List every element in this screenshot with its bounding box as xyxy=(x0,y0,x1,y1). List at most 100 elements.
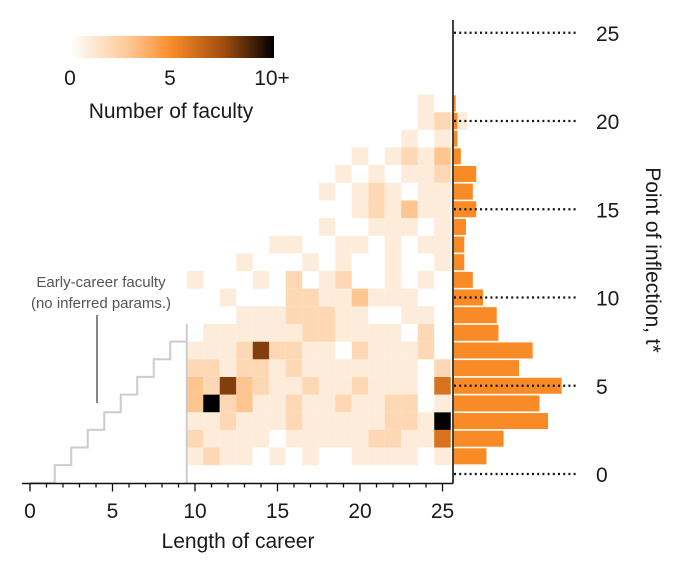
y-axis-ticks: 0 5 10 15 20 25 xyxy=(596,23,619,487)
marginal-bar xyxy=(454,165,477,182)
heatmap-cell xyxy=(335,394,352,413)
heatmap-cell xyxy=(186,429,204,448)
heatmap-cell xyxy=(384,200,402,219)
marginal-bar xyxy=(454,130,458,147)
heatmap-cell xyxy=(203,376,220,395)
marginal-bar xyxy=(454,289,484,306)
heatmap-cell xyxy=(236,306,253,324)
y-tick-label: 20 xyxy=(596,111,619,134)
heatmap-cell xyxy=(368,182,385,201)
heatmap-cell xyxy=(236,359,253,377)
heatmap-cell xyxy=(203,323,220,342)
heatmap-cell xyxy=(302,341,319,360)
axes xyxy=(22,20,454,485)
heatmap-cell xyxy=(203,447,220,466)
heatmap-cell xyxy=(434,147,451,166)
heatmap-cell xyxy=(335,235,352,254)
heatmap-cell xyxy=(401,429,418,448)
heatmap-cell xyxy=(269,323,286,342)
heatmap-cell xyxy=(252,412,270,430)
heatmap-cell xyxy=(302,323,319,342)
y-tick-label: 0 xyxy=(596,464,608,487)
y-tick-label: 25 xyxy=(596,23,619,46)
heatmap-cell xyxy=(368,447,385,466)
heatmap-cell xyxy=(384,147,402,166)
heatmap-cell xyxy=(351,412,369,430)
heatmap-cell xyxy=(269,359,286,377)
heatmap-cell xyxy=(335,271,352,289)
heatmap-cell xyxy=(285,429,303,448)
heatmap-cell xyxy=(318,412,336,430)
heatmap-cell xyxy=(219,359,237,377)
heatmap-cell xyxy=(384,376,402,395)
heatmap-cell xyxy=(417,323,435,342)
heatmap-cell xyxy=(318,182,336,201)
heatmap-cell xyxy=(285,412,303,430)
x-axis-title: Length of career xyxy=(162,530,315,553)
heatmap-cell xyxy=(417,235,435,254)
heatmap-cell xyxy=(252,341,270,360)
heatmap-cell xyxy=(368,394,385,413)
heatmap-cell xyxy=(434,394,451,413)
heatmap-cell xyxy=(269,306,286,324)
marginal-bar xyxy=(454,430,504,447)
heatmap-cell xyxy=(351,429,369,448)
heatmap-cell xyxy=(384,394,402,413)
heatmap-cell xyxy=(384,253,402,272)
heatmap-cell xyxy=(219,412,237,430)
heatmap-cell xyxy=(252,271,270,289)
colorbar-title: Number of faculty xyxy=(89,100,254,123)
heatmap-cell xyxy=(401,447,418,466)
heatmap-cell xyxy=(384,288,402,307)
heatmap-cell xyxy=(384,341,402,360)
heatmap-cell xyxy=(186,271,204,289)
heatmap-cell xyxy=(401,288,418,307)
heatmap-cell xyxy=(384,359,402,377)
heatmap-cell xyxy=(368,429,385,448)
heatmap-cell xyxy=(236,394,253,413)
heatmap-cell xyxy=(236,323,253,342)
heatmap-cell xyxy=(368,376,385,395)
heatmap-cell xyxy=(252,394,270,413)
heatmap-cell xyxy=(384,182,402,201)
heatmap-cell xyxy=(368,341,385,360)
heatmap-cell xyxy=(302,376,319,395)
marginal-bar xyxy=(454,413,549,430)
heatmap-cell xyxy=(368,359,385,377)
marginal-bar xyxy=(454,271,473,288)
y-tick-label: 10 xyxy=(596,288,619,311)
heatmap-cell xyxy=(417,147,435,166)
heatmap-cell xyxy=(236,412,253,430)
heatmap-cell xyxy=(269,235,286,254)
heatmap-cell xyxy=(203,394,220,413)
heatmap-cell xyxy=(351,288,369,307)
heatmap-cell xyxy=(252,429,270,448)
heatmap-cell xyxy=(186,359,204,377)
early-career-annotation: Early-career faculty (no inferred params… xyxy=(31,274,171,403)
x-tick-label: 15 xyxy=(266,500,289,523)
heatmap-cell xyxy=(335,412,352,430)
heatmap-cell xyxy=(351,323,369,342)
marginal-bar xyxy=(454,148,461,165)
heatmap-cell xyxy=(219,447,237,466)
heatmap-cell xyxy=(252,323,270,342)
heatmap-cell xyxy=(318,394,336,413)
heatmap-cell xyxy=(417,165,435,183)
y-tick-label: 15 xyxy=(596,199,619,222)
heatmap-cell xyxy=(219,394,237,413)
marginal-bar xyxy=(454,342,533,359)
heatmap-cell xyxy=(219,288,237,307)
heatmap-cell xyxy=(384,447,402,466)
heatmap-cell xyxy=(401,165,418,183)
heatmap-cell xyxy=(384,235,402,254)
heatmap-cell xyxy=(236,376,253,395)
annotation-line-1: Early-career faculty xyxy=(36,274,166,291)
heatmap-cell xyxy=(351,447,369,466)
heatmap-cell xyxy=(285,288,303,307)
heatmap-cell xyxy=(186,394,204,413)
heatmap-cell xyxy=(434,200,451,219)
heatmap-cell xyxy=(368,218,385,236)
heatmap-cell xyxy=(368,200,385,219)
